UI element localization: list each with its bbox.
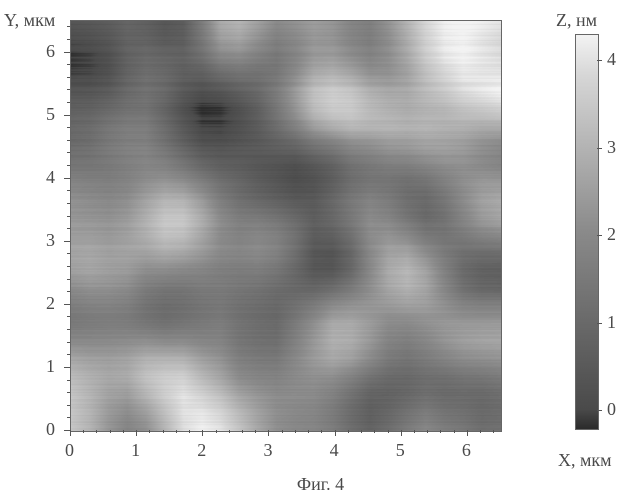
y-minor-tick: [67, 165, 70, 166]
y-minor-tick: [67, 26, 70, 27]
figure-caption: Фиг. 4: [0, 474, 641, 495]
y-tick-label: 2: [46, 293, 55, 314]
y-minor-tick: [67, 216, 70, 217]
x-minor-tick: [467, 430, 468, 433]
x-minor-tick: [361, 430, 362, 433]
y-minor-tick: [67, 39, 70, 40]
y-minor-tick: [67, 102, 70, 103]
z-tick-mark: [597, 410, 602, 411]
y-minor-tick: [67, 253, 70, 254]
x-minor-tick: [268, 430, 269, 433]
x-minor-tick: [308, 430, 309, 433]
x-tick-label: 2: [197, 440, 206, 461]
x-minor-tick: [427, 430, 428, 433]
z-tick-mark: [597, 148, 602, 149]
x-minor-tick: [493, 430, 494, 433]
y-minor-tick: [67, 52, 70, 53]
y-axis-label: Y, мкм: [4, 10, 55, 31]
colorbar: [575, 34, 599, 430]
y-minor-tick: [67, 77, 70, 78]
x-tick-label: 5: [396, 440, 405, 461]
y-minor-tick: [67, 127, 70, 128]
x-minor-tick: [454, 430, 455, 433]
z-tick-label: 4: [607, 49, 616, 70]
x-minor-tick: [374, 430, 375, 433]
x-minor-tick: [202, 430, 203, 433]
x-tick-label: 0: [65, 440, 74, 461]
y-minor-tick: [67, 354, 70, 355]
y-minor-tick: [67, 380, 70, 381]
x-minor-tick: [414, 430, 415, 433]
x-minor-tick: [282, 430, 283, 433]
x-minor-tick: [255, 430, 256, 433]
x-minor-tick: [335, 430, 336, 433]
figure-container: { "figure": { "caption": "Фиг. 4", "capt…: [0, 0, 641, 500]
y-minor-tick: [67, 140, 70, 141]
x-tick-label: 6: [462, 440, 471, 461]
y-minor-tick: [67, 228, 70, 229]
x-tick-label: 3: [263, 440, 272, 461]
x-minor-tick: [321, 430, 322, 433]
y-minor-tick: [67, 241, 70, 242]
x-minor-tick: [480, 430, 481, 433]
x-minor-tick: [295, 430, 296, 433]
x-minor-tick: [401, 430, 402, 433]
y-minor-tick: [67, 203, 70, 204]
y-minor-tick: [67, 64, 70, 65]
x-minor-tick: [149, 430, 150, 433]
y-tick-label: 4: [46, 167, 55, 188]
y-tick-label: 1: [46, 356, 55, 377]
z-tick-label: 3: [607, 137, 616, 158]
x-minor-tick: [242, 430, 243, 433]
x-tick-label: 1: [131, 440, 140, 461]
y-minor-tick: [67, 291, 70, 292]
x-minor-tick: [388, 430, 389, 433]
x-minor-tick: [163, 430, 164, 433]
x-minor-tick: [70, 430, 71, 433]
y-tick-label: 3: [46, 230, 55, 251]
z-tick-label: 1: [607, 312, 616, 333]
y-minor-tick: [67, 152, 70, 153]
y-minor-tick: [67, 115, 70, 116]
x-minor-tick: [216, 430, 217, 433]
z-tick-mark: [597, 235, 602, 236]
z-tick-label: 2: [607, 224, 616, 245]
x-minor-tick: [136, 430, 137, 433]
y-minor-tick: [67, 417, 70, 418]
y-minor-tick: [67, 329, 70, 330]
y-minor-tick: [67, 279, 70, 280]
x-axis-label: X, мкм: [558, 450, 612, 471]
x-minor-tick: [83, 430, 84, 433]
y-minor-tick: [67, 392, 70, 393]
y-minor-tick: [67, 89, 70, 90]
y-minor-tick: [67, 405, 70, 406]
x-minor-tick: [96, 430, 97, 433]
y-minor-tick: [67, 342, 70, 343]
y-minor-tick: [67, 367, 70, 368]
x-minor-tick: [176, 430, 177, 433]
x-minor-tick: [189, 430, 190, 433]
x-minor-tick: [123, 430, 124, 433]
z-tick-label: 0: [607, 399, 616, 420]
y-tick-label: 0: [46, 419, 55, 440]
heightmap-canvas: [71, 21, 501, 431]
y-minor-tick: [67, 178, 70, 179]
x-minor-tick: [110, 430, 111, 433]
x-minor-tick: [440, 430, 441, 433]
x-tick-label: 4: [330, 440, 339, 461]
z-axis-label: Z, нм: [556, 10, 597, 31]
y-minor-tick: [67, 304, 70, 305]
y-minor-tick: [67, 266, 70, 267]
z-tick-mark: [597, 323, 602, 324]
afm-heightmap: [70, 20, 502, 432]
y-minor-tick: [67, 190, 70, 191]
y-tick-label: 5: [46, 104, 55, 125]
x-minor-tick: [348, 430, 349, 433]
y-minor-tick: [67, 316, 70, 317]
y-tick-label: 6: [46, 41, 55, 62]
x-minor-tick: [229, 430, 230, 433]
z-tick-mark: [597, 60, 602, 61]
